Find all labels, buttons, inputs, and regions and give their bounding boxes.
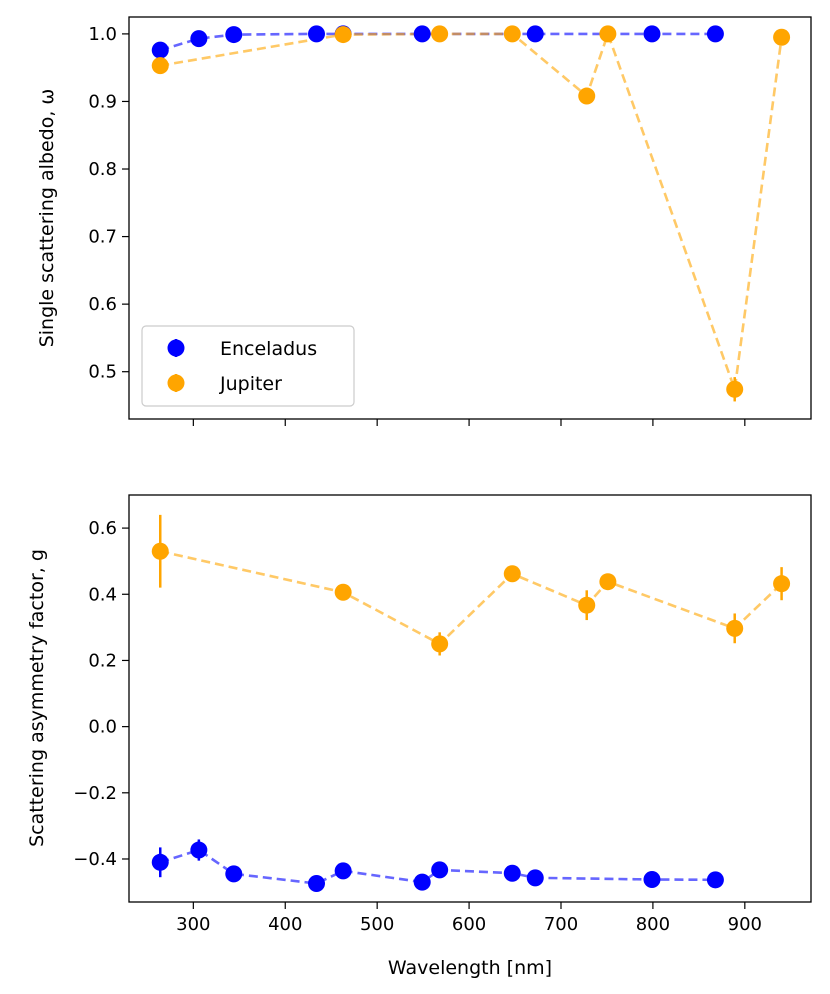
asymmetry-point-enceladus: [431, 861, 449, 879]
albedo-y-axis-label: Single scattering albedo, ω: [36, 89, 58, 348]
legend-label-enceladus: Enceladus: [220, 338, 317, 360]
asymmetry-y-tick-label: 0.4: [88, 584, 117, 605]
asymmetry-data-points: [151, 514, 791, 892]
x-axis-label: Wavelength [nm]: [388, 957, 552, 979]
albedo-y-tick-label: 0.5: [88, 362, 117, 383]
asymmetry-x-tick-label: 500: [360, 914, 394, 935]
asymmetry-y-axis-label: Scattering asymmetry factor, g: [26, 549, 48, 847]
albedo-point-enceladus: [225, 26, 243, 44]
albedo-y-tick-label: 0.6: [88, 294, 117, 315]
albedo-point-jupiter: [578, 87, 596, 105]
asymmetry-point-jupiter: [334, 583, 352, 601]
albedo-point-jupiter: [503, 25, 521, 43]
asymmetry-x-tick-label: 800: [636, 914, 670, 935]
albedo-line-jupiter: [160, 29, 783, 390]
asymmetry-panel: 300 400 500 600 700 800 900 −0.4 −0.2 0.0 0.2 0.4 0.…: [26, 494, 812, 979]
asymmetry-point-enceladus: [413, 873, 431, 891]
albedo-point-enceladus: [308, 25, 326, 43]
legend-box: [141, 325, 355, 407]
asymmetry-point-enceladus: [643, 870, 661, 888]
asymmetry-y-tick-label: 0.0: [88, 717, 117, 738]
albedo-point-enceladus: [151, 41, 169, 59]
legend-marker-enceladus: [167, 339, 185, 357]
asymmetry-point-jupiter: [503, 565, 521, 583]
asymmetry-y-tick-label: 0.6: [88, 518, 117, 539]
asymmetry-point-enceladus: [503, 864, 521, 882]
asymmetry-x-tick-label: 600: [452, 914, 486, 935]
albedo-point-jupiter: [334, 26, 352, 44]
asymmetry-point-enceladus: [308, 874, 326, 892]
albedo-y-tick-label: 0.9: [88, 91, 117, 112]
albedo-point-enceladus: [526, 25, 544, 43]
asymmetry-point-jupiter: [151, 542, 169, 560]
asymmetry-line-jupiter: [160, 550, 783, 646]
albedo-point-enceladus: [706, 25, 724, 43]
asymmetry-point-jupiter: [773, 575, 791, 593]
asymmetry-point-enceladus: [225, 865, 243, 883]
albedo-y-tick-label: 1.0: [88, 24, 117, 45]
legend-marker-jupiter: [167, 374, 185, 392]
asymmetry-y-tick-label: −0.4: [73, 849, 117, 870]
asymmetry-y-tick-label: −0.2: [73, 783, 117, 804]
asymmetry-y-tick-label: 0.2: [88, 650, 117, 671]
albedo-point-jupiter: [599, 25, 617, 43]
albedo-point-jupiter: [151, 57, 169, 75]
asymmetry-point-enceladus: [706, 871, 724, 889]
asymmetry-point-enceladus: [190, 841, 208, 859]
albedo-panel: 0.5 0.6 0.7 0.8 0.9 1.0 Single scattering alb…: [36, 16, 812, 426]
asymmetry-series-lines: [159, 550, 783, 885]
albedo-point-enceladus: [190, 30, 208, 48]
asymmetry-point-enceladus: [526, 869, 544, 887]
asymmetry-axes-frame: [128, 494, 812, 903]
albedo-ticks: 0.5 0.6 0.7 0.8 0.9 1.0: [88, 24, 746, 426]
asymmetry-point-jupiter: [726, 619, 744, 637]
albedo-y-tick-label: 0.8: [88, 159, 117, 180]
albedo-y-tick-label: 0.7: [88, 227, 117, 248]
asymmetry-point-jupiter: [578, 596, 596, 614]
albedo-point-jupiter: [726, 380, 744, 398]
albedo-data-points: [151, 25, 791, 402]
legend: Enceladus Jupiter: [141, 325, 355, 407]
albedo-point-jupiter: [773, 28, 791, 46]
asymmetry-x-tick-label: 300: [176, 914, 210, 935]
legend-label-jupiter: Jupiter: [219, 373, 282, 395]
asymmetry-point-jupiter: [431, 635, 449, 653]
asymmetry-x-tick-label: 700: [544, 914, 578, 935]
asymmetry-x-tick-label: 900: [728, 914, 762, 935]
asymmetry-ticks: 300 400 500 600 700 800 900 −0.4 −0.2 0.0 0.2 0.4 0.…: [73, 518, 762, 935]
albedo-point-enceladus: [643, 25, 661, 43]
asymmetry-point-enceladus: [151, 853, 169, 871]
asymmetry-point-jupiter: [599, 573, 617, 591]
albedo-point-jupiter: [431, 25, 449, 43]
albedo-point-enceladus: [413, 25, 431, 43]
asymmetry-point-enceladus: [334, 862, 352, 880]
asymmetry-x-tick-label: 400: [268, 914, 302, 935]
